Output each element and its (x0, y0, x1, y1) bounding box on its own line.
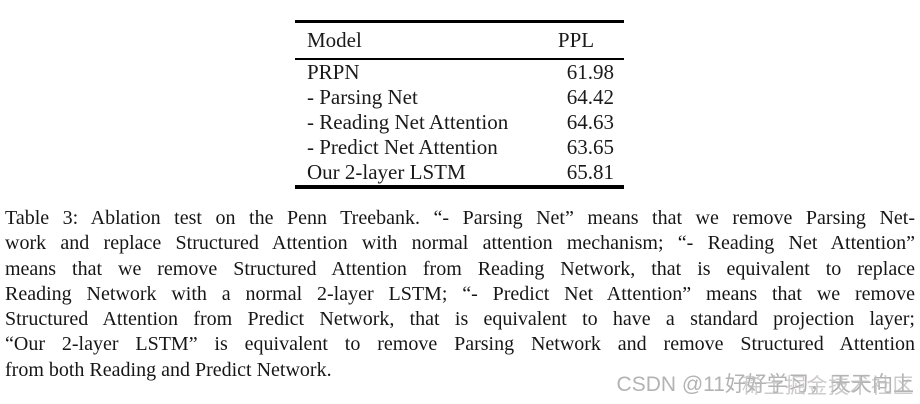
table-caption: Table 3: Ablation test on the Penn Treeb… (5, 206, 915, 383)
model-cell: Our 2-layer LSTM (307, 160, 466, 184)
model-cell: - Reading Net Attention (307, 110, 509, 134)
caption-line: from both Reading and Predict Network. (5, 358, 332, 381)
ppl-cell: 63.65 (566, 135, 614, 159)
ablation-results-table: Model PPL PRPN 61.98 - Parsing Net 64.42… (295, 20, 624, 189)
table-row: - Predict Net Attention 63.65 (295, 135, 624, 160)
ppl-cell: 65.81 (566, 160, 614, 184)
column-header-ppl: PPL (533, 21, 624, 60)
ppl-cell: 64.42 (566, 85, 614, 109)
caption-line: Table 3: Ablation test on the Penn Treeb… (5, 207, 915, 229)
watermark: CSDN @11好好学习，天天向上 稀土掘金技术社区 (617, 371, 914, 401)
caption-line: work and replace Structured Attention wi… (5, 232, 915, 255)
caption-line: Structured Attention from Predict Networ… (5, 308, 915, 331)
table-row: Our 2-layer LSTM 65.81 (295, 160, 624, 187)
ppl-cell: 61.98 (566, 60, 614, 84)
table-header-row: Model PPL (295, 21, 624, 60)
table-row: - Parsing Net 64.42 (295, 85, 624, 110)
column-header-model: Model (295, 21, 533, 60)
model-cell: - Parsing Net (307, 85, 418, 109)
ppl-cell: 64.63 (566, 110, 614, 134)
csdn-watermark-text: CSDN @11好好学习，天天向上 (616, 373, 914, 396)
juejin-watermark-text: 稀土掘金技术社区 (742, 375, 914, 398)
model-cell: PRPN (307, 60, 360, 84)
caption-line: “Our 2-layer LSTM” is equivalent to remo… (5, 333, 915, 356)
model-cell: - Predict Net Attention (307, 135, 498, 159)
caption-line: Reading Network with a normal 2-layer LS… (5, 282, 915, 305)
table-row: - Reading Net Attention 64.63 (295, 110, 624, 135)
caption-line: means that we remove Structured Attentio… (5, 257, 915, 280)
table-row: PRPN 61.98 (295, 59, 624, 85)
